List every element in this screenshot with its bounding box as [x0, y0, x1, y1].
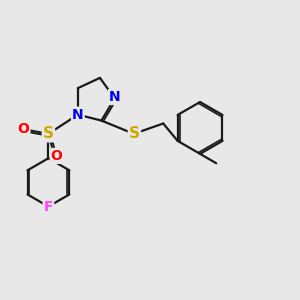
Text: O: O: [51, 149, 63, 163]
Text: O: O: [17, 122, 29, 136]
Text: N: N: [109, 90, 121, 104]
Text: S: S: [43, 126, 54, 141]
Text: F: F: [44, 200, 53, 214]
Text: N: N: [72, 108, 84, 122]
Text: S: S: [129, 126, 140, 141]
